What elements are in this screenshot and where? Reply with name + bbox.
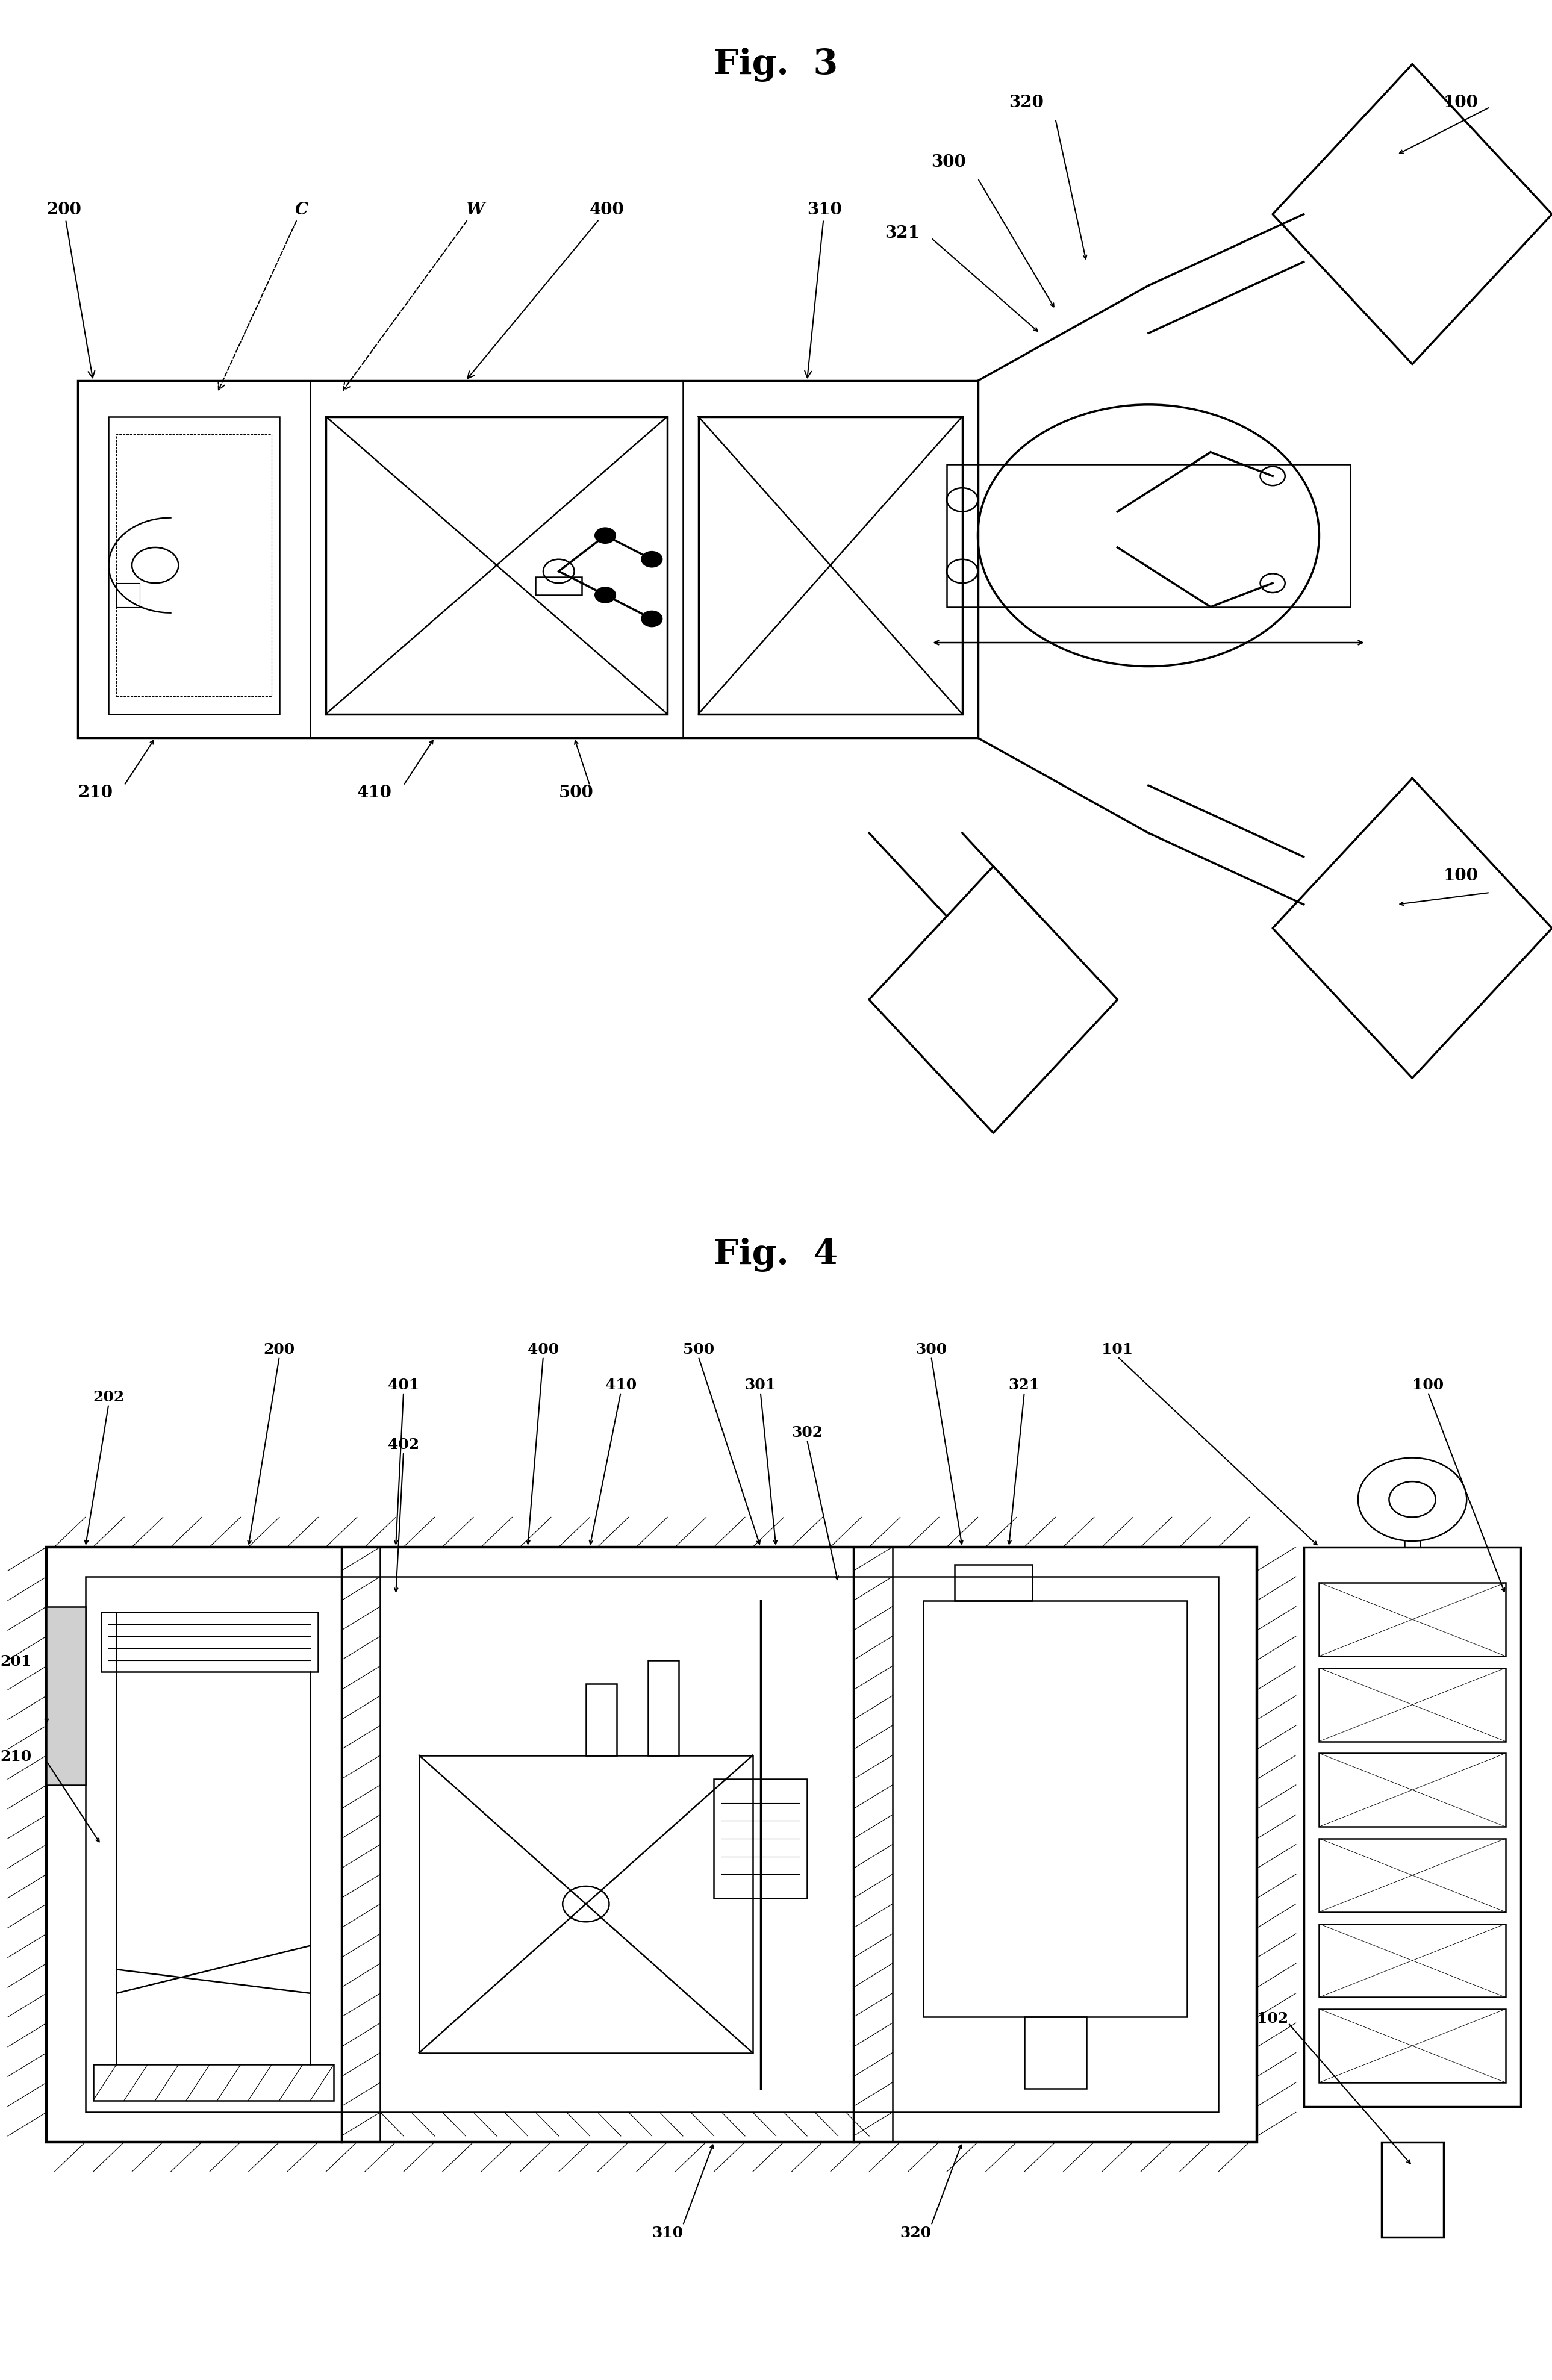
Text: 301: 301 (745, 1378, 776, 1392)
Bar (78, 381, 978, 738)
Text: 201: 201 (0, 1654, 31, 1668)
Bar (698, 416, 962, 714)
Text: 300: 300 (931, 155, 965, 171)
Bar (1319, 1583, 1505, 1656)
Text: 320: 320 (900, 2225, 931, 2240)
Bar (1304, 1547, 1521, 2106)
Bar (1024, 2018, 1086, 2090)
Text: 200: 200 (47, 202, 95, 378)
Bar (954, 1566, 1032, 1602)
Text: 210: 210 (0, 1749, 31, 1764)
Text: 400: 400 (528, 1342, 559, 1357)
Text: 210: 210 (78, 785, 113, 802)
Bar (1319, 1923, 1505, 1997)
Text: 310: 310 (804, 202, 841, 378)
Circle shape (641, 612, 663, 626)
Bar (535, 578, 582, 595)
Text: 321: 321 (1009, 1378, 1040, 1392)
Text: 100: 100 (1412, 1378, 1443, 1392)
Bar (1381, 2142, 1443, 2237)
Text: 401: 401 (388, 1378, 419, 1392)
Text: Fig.  4: Fig. 4 (714, 1238, 838, 1271)
Bar (326, 416, 667, 714)
Text: 100: 100 (1443, 869, 1478, 885)
Text: 320: 320 (1009, 95, 1043, 112)
Bar (85, 1578, 1218, 2113)
Bar (47, 1607, 85, 1785)
Text: 402: 402 (388, 1438, 419, 1452)
Bar (585, 1685, 618, 1756)
Text: W: W (343, 202, 484, 390)
Text: 410: 410 (357, 785, 391, 802)
Bar (419, 1756, 753, 2052)
Text: 102: 102 (1257, 2011, 1288, 2025)
Text: 400: 400 (467, 202, 624, 378)
Bar (1319, 1837, 1505, 1911)
Text: 200: 200 (264, 1342, 295, 1357)
Bar (116, 583, 140, 607)
Bar (947, 464, 1350, 607)
Bar (47, 1547, 1257, 2142)
Text: 100: 100 (1443, 95, 1478, 112)
Circle shape (641, 552, 663, 569)
Text: 300: 300 (916, 1342, 947, 1357)
Bar (714, 1780, 807, 1899)
Text: 321: 321 (885, 226, 920, 243)
Text: 500: 500 (683, 1342, 714, 1357)
Bar (1319, 1668, 1505, 1742)
Circle shape (594, 528, 616, 545)
Bar (116, 436, 272, 697)
Text: 101: 101 (1102, 1342, 1133, 1357)
Bar (923, 1602, 1187, 2018)
Text: 410: 410 (605, 1378, 636, 1392)
Bar (93, 2066, 334, 2102)
Text: 310: 310 (652, 2225, 683, 2240)
Text: Fig.  3: Fig. 3 (714, 48, 838, 81)
Circle shape (594, 588, 616, 605)
Bar (101, 1614, 318, 1673)
Text: 302: 302 (792, 1426, 823, 1440)
Text: C: C (219, 202, 309, 390)
Text: 500: 500 (559, 785, 593, 802)
Bar (1319, 2009, 1505, 2082)
Bar (109, 416, 279, 714)
Bar (1319, 1754, 1505, 1828)
Text: 202: 202 (93, 1390, 124, 1404)
Bar (649, 1661, 678, 1756)
